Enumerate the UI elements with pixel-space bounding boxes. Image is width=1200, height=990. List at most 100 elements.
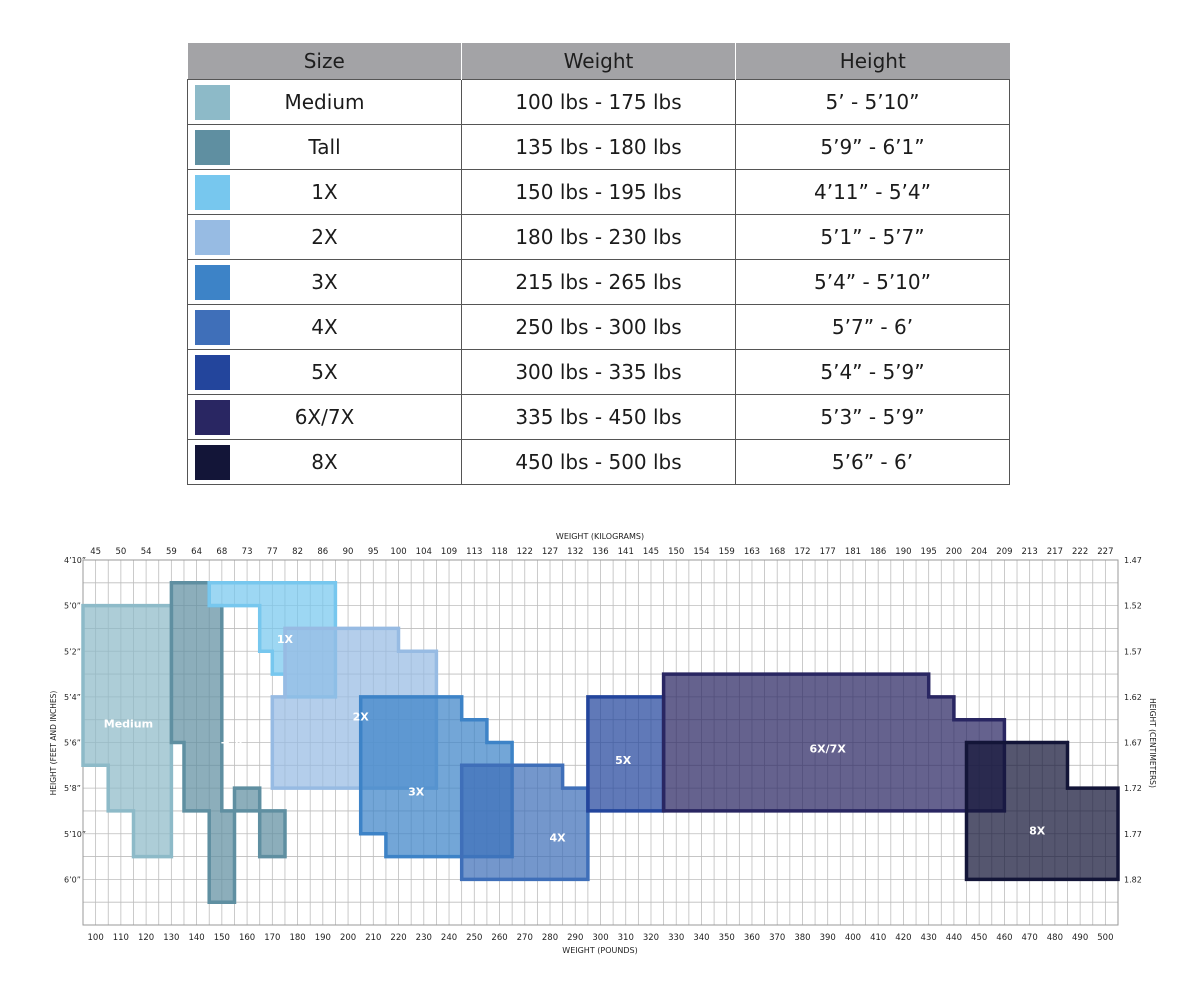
x-tick-label-kilograms: 100 <box>390 547 406 557</box>
weight-cell: 335 lbs - 450 lbs <box>461 394 736 440</box>
y-tick-label-feet: 5’10” <box>64 830 86 839</box>
y-tick-label-centimeters: 1.62 <box>1124 693 1142 702</box>
x-tick-label-kilograms: 150 <box>668 547 684 557</box>
x-tick-label-pounds: 330 <box>668 933 684 943</box>
x-tick-label-pounds: 350 <box>719 933 735 943</box>
y-tick-label-feet: 5’2” <box>64 647 81 656</box>
size-cell: Tall <box>187 124 462 170</box>
x-tick-label-pounds: 180 <box>289 933 305 943</box>
x-tick-label-kilograms: 68 <box>216 547 227 557</box>
table-row: 5X 300 lbs - 335 lbs 5’4” - 5’9” <box>187 349 1010 395</box>
size-table: Size Weight Height Medium 100 lbs - 175 l… <box>187 43 1010 485</box>
size-color-swatch <box>195 220 230 255</box>
x-tick-label-kilograms: 45 <box>90 547 101 557</box>
x-tick-label-pounds: 110 <box>113 933 129 943</box>
size-color-swatch <box>195 400 230 435</box>
height-cell: 5’9” - 6’1” <box>735 124 1010 170</box>
size-label: 3X <box>311 270 338 294</box>
weight-cell: 215 lbs - 265 lbs <box>461 259 736 305</box>
size-label: Medium <box>284 90 365 114</box>
size-cell: Medium <box>187 79 462 125</box>
size-cell: 6X/7X <box>187 394 462 440</box>
x-tick-label-kilograms: 86 <box>317 547 328 557</box>
x-tick-label-kilograms: 172 <box>794 547 810 557</box>
region-label: 5X <box>615 754 632 767</box>
y-tick-label-feet: 5’4” <box>64 693 81 702</box>
table-body: Medium 100 lbs - 175 lbs 5’ - 5’10” Tall 135… <box>187 79 1010 485</box>
x-tick-label-pounds: 430 <box>921 933 937 943</box>
size-label: 6X/7X <box>294 405 355 429</box>
y-tick-label-centimeters: 1.57 <box>1124 647 1142 656</box>
x-tick-label-pounds: 360 <box>744 933 760 943</box>
x-tick-label-kilograms: 73 <box>242 547 253 557</box>
x-axis-title-top: WEIGHT (KILOGRAMS) <box>556 532 644 541</box>
x-tick-label-pounds: 150 <box>214 933 230 943</box>
x-tick-label-pounds: 450 <box>971 933 987 943</box>
x-tick-label-pounds: 500 <box>1097 933 1113 943</box>
height-cell: 5’ - 5’10” <box>735 79 1010 125</box>
x-tick-label-pounds: 410 <box>870 933 886 943</box>
x-tick-label-pounds: 490 <box>1072 933 1088 943</box>
x-tick-label-pounds: 460 <box>996 933 1012 943</box>
height-cell: 5’7” - 6’ <box>735 304 1010 350</box>
x-tick-label-kilograms: 95 <box>368 547 379 557</box>
table-row: Tall 135 lbs - 180 lbs 5’9” - 6’1” <box>187 124 1010 170</box>
x-tick-label-kilograms: 200 <box>946 547 962 557</box>
x-tick-label-pounds: 320 <box>643 933 659 943</box>
y-tick-label-feet: 5’0” <box>64 602 81 611</box>
x-tick-label-kilograms: 104 <box>416 547 432 557</box>
x-tick-label-kilograms: 186 <box>870 547 886 557</box>
x-tick-label-kilograms: 195 <box>921 547 937 557</box>
y-tick-label-centimeters: 1.52 <box>1124 602 1142 611</box>
x-tick-label-kilograms: 64 <box>191 547 202 557</box>
y-tick-label-feet: 5’8” <box>64 784 81 793</box>
x-tick-label-pounds: 400 <box>845 933 861 943</box>
region-label: 1X <box>277 633 294 646</box>
region-label: 8X <box>1029 824 1046 837</box>
size-region-6x-7x <box>661 672 1007 813</box>
x-tick-label-kilograms: 118 <box>491 547 507 557</box>
y-tick-label-centimeters: 1.77 <box>1124 830 1142 839</box>
x-tick-label-kilograms: 217 <box>1047 547 1063 557</box>
size-color-swatch <box>195 265 230 300</box>
table-row: 8X 450 lbs - 500 lbs 5’6” - 6’ <box>187 439 1010 485</box>
x-tick-label-kilograms: 177 <box>820 547 836 557</box>
size-cell: 1X <box>187 169 462 215</box>
x-tick-label-kilograms: 159 <box>719 547 735 557</box>
x-tick-label-pounds: 170 <box>264 933 280 943</box>
y-tick-label-centimeters: 1.72 <box>1124 784 1142 793</box>
x-tick-label-kilograms: 132 <box>567 547 583 557</box>
column-header-height: Height <box>735 43 1010 80</box>
x-tick-label-pounds: 100 <box>88 933 104 943</box>
x-tick-label-pounds: 240 <box>441 933 457 943</box>
x-tick-label-kilograms: 181 <box>845 547 861 557</box>
size-cell: 2X <box>187 214 462 260</box>
x-tick-label-kilograms: 204 <box>971 547 987 557</box>
x-tick-label-pounds: 280 <box>542 933 558 943</box>
y-tick-label-feet: 4’10” <box>64 556 86 565</box>
y-axis-title-right: HEIGHT (CENTIMETERS) <box>1148 698 1157 788</box>
x-tick-label-pounds: 250 <box>466 933 482 943</box>
x-tick-label-pounds: 220 <box>390 933 406 943</box>
x-tick-label-kilograms: 77 <box>267 547 278 557</box>
table-row: 3X 215 lbs - 265 lbs 5’4” - 5’10” <box>187 259 1010 305</box>
x-tick-label-pounds: 370 <box>769 933 785 943</box>
x-tick-label-kilograms: 154 <box>693 547 709 557</box>
x-tick-label-kilograms: 190 <box>895 547 911 557</box>
x-tick-label-pounds: 300 <box>592 933 608 943</box>
x-tick-label-pounds: 260 <box>491 933 507 943</box>
x-tick-label-kilograms: 222 <box>1072 547 1088 557</box>
size-label: 1X <box>311 180 338 204</box>
x-tick-label-kilograms: 109 <box>441 547 457 557</box>
x-tick-label-kilograms: 113 <box>466 547 482 557</box>
size-region-medium <box>81 603 174 859</box>
size-cell: 4X <box>187 304 462 350</box>
size-color-swatch <box>195 175 230 210</box>
x-tick-label-kilograms: 213 <box>1022 547 1038 557</box>
weight-cell: 450 lbs - 500 lbs <box>461 439 736 485</box>
column-header-size: Size <box>187 43 462 80</box>
x-tick-label-pounds: 120 <box>138 933 154 943</box>
x-tick-label-pounds: 200 <box>340 933 356 943</box>
y-tick-label-centimeters: 1.47 <box>1124 556 1142 565</box>
x-tick-label-pounds: 230 <box>416 933 432 943</box>
